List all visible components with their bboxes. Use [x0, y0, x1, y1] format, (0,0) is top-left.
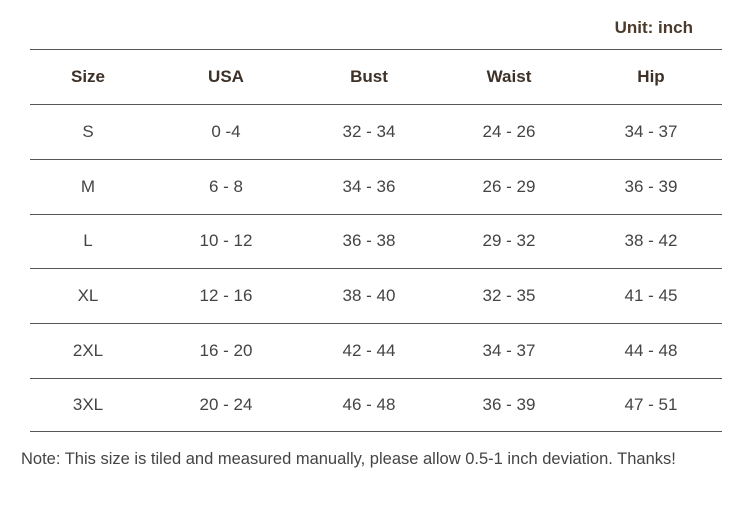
table-cell: 34 - 37 — [624, 121, 678, 141]
table-cell: 36 - 39 — [624, 176, 678, 196]
table-cell: 29 - 32 — [482, 231, 536, 250]
table-cell: 3XL — [72, 394, 104, 414]
table-cell: M — [80, 176, 96, 196]
table-cell: 46 - 48 — [342, 394, 396, 414]
table-rule — [30, 323, 722, 324]
table-rule — [30, 378, 722, 379]
table-cell: 34 - 36 — [342, 176, 396, 196]
table-rule — [30, 104, 722, 105]
table-cell: XL — [77, 285, 99, 305]
table-cell: 44 - 48 — [624, 340, 678, 360]
table-cell: 10 - 12 — [199, 231, 253, 250]
table-cell: 0 -4 — [211, 121, 241, 141]
table-cell: 12 - 16 — [199, 285, 253, 305]
header-cell: USA — [208, 66, 244, 86]
header-cell: Hip — [637, 66, 665, 86]
table-cell: S — [82, 121, 94, 141]
table-cell: 26 - 29 — [482, 176, 536, 196]
table-cell: 2XL — [72, 340, 104, 360]
table-cell: 38 - 42 — [624, 231, 678, 250]
table-cell: 16 - 20 — [199, 340, 253, 360]
note: Note: This size is tiled and measured ma… — [21, 450, 676, 468]
table-rule — [30, 431, 722, 432]
header-cell: Bust — [350, 66, 388, 86]
table-cell: L — [83, 231, 93, 250]
table-cell: 24 - 26 — [482, 121, 536, 141]
table-cell: 42 - 44 — [342, 340, 396, 360]
table-cell: 36 - 39 — [482, 394, 536, 414]
table-cell: 32 - 35 — [482, 285, 536, 305]
table-cell: 38 - 40 — [342, 285, 396, 305]
table-cell: 41 - 45 — [624, 285, 678, 305]
table-cell: 36 - 38 — [342, 231, 396, 250]
table-rule — [30, 214, 722, 215]
unit-label: Unit: inch — [614, 18, 693, 37]
table-cell: 47 - 51 — [624, 394, 678, 414]
header-cell: Waist — [486, 66, 532, 86]
table-cell: 20 - 24 — [199, 394, 253, 414]
table-rule — [30, 159, 722, 160]
header-cell: Size — [70, 66, 106, 86]
table-rule — [30, 268, 722, 269]
table-cell: 32 - 34 — [342, 121, 396, 141]
table-rule — [30, 49, 722, 50]
table-cell: 34 - 37 — [482, 340, 536, 360]
table-cell: 6 - 8 — [208, 176, 244, 196]
